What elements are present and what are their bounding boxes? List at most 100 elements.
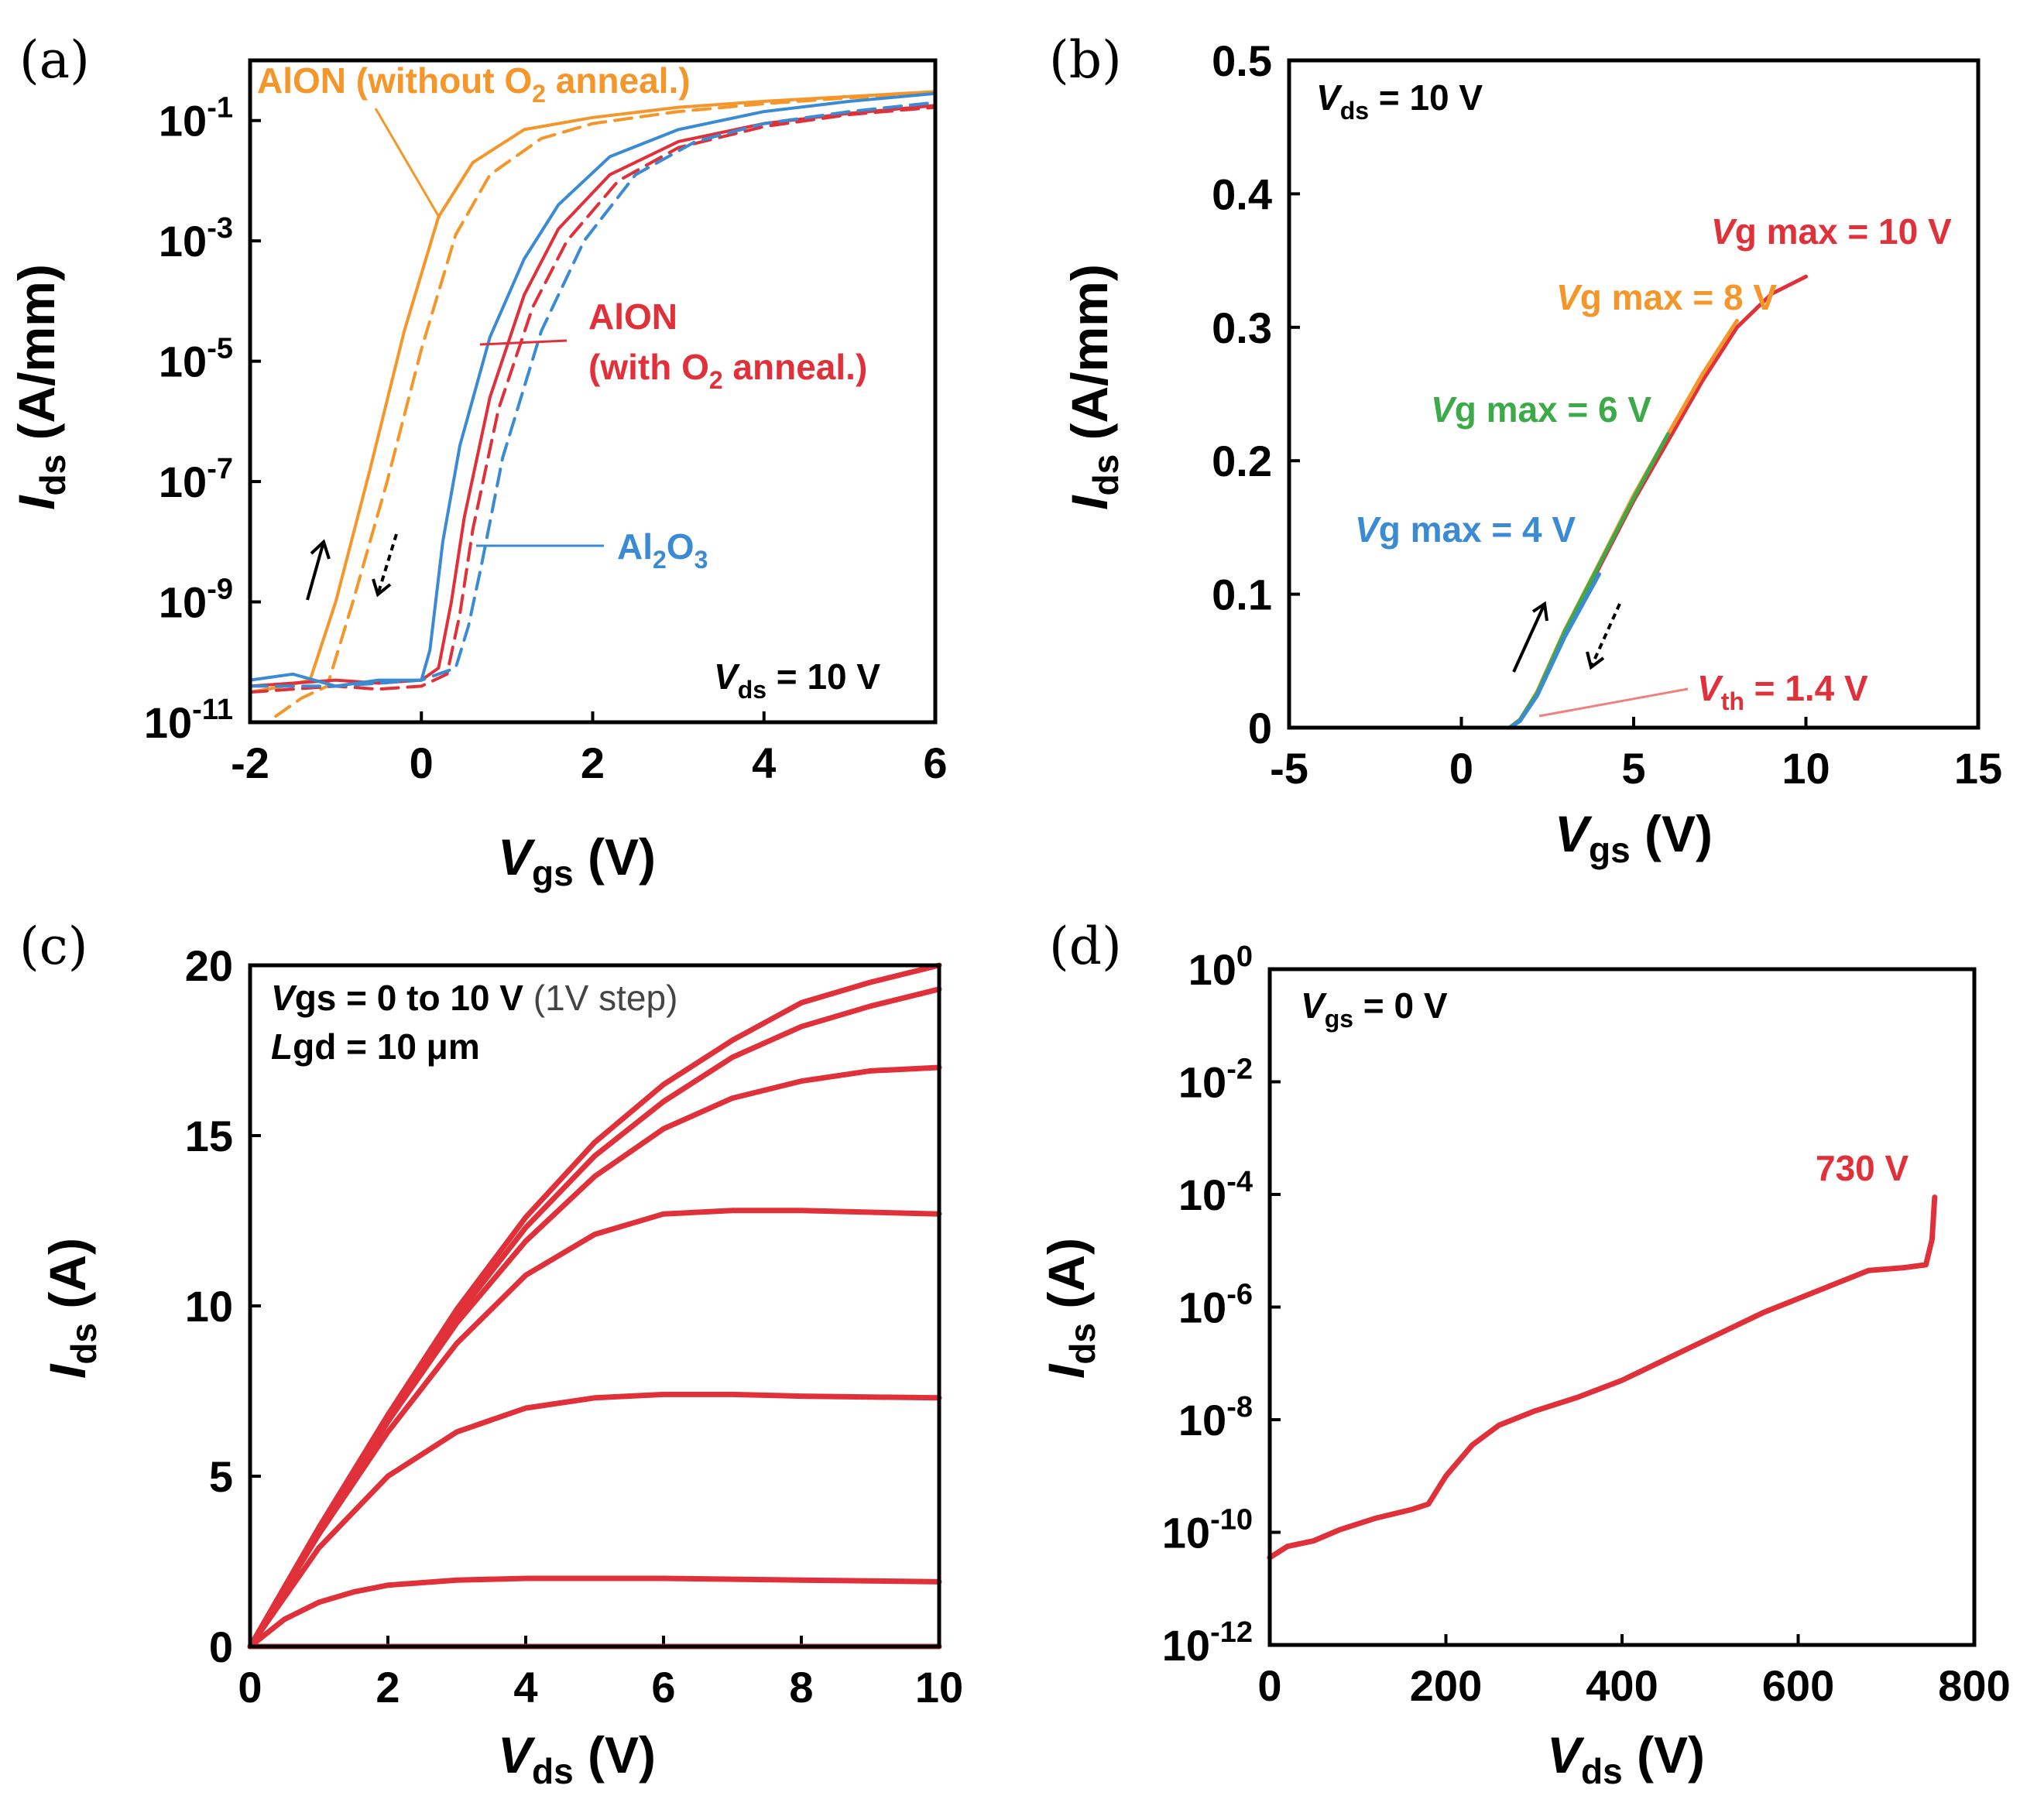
panel-a-plot-frame	[248, 58, 938, 725]
annot-c-lgd: Lgd = 10 μm	[271, 1026, 480, 1067]
series-line	[1356, 274, 1808, 730]
panel-c-xlabel: Vds (V)	[498, 1726, 656, 1791]
x-tick-label: 2	[581, 738, 605, 787]
y-tick-label: 10-9	[159, 574, 233, 627]
panel-c-plot-frame	[248, 963, 941, 1649]
annot-a-vds: Vds = 10 V	[714, 656, 880, 704]
y-tick-label: 10-3	[159, 212, 233, 266]
x-tick-label: 10	[915, 1663, 963, 1712]
series-line	[274, 91, 937, 718]
y-tick-label: 10-12	[1162, 1616, 1253, 1670]
leader-vth	[1538, 687, 1689, 718]
panel-b-ylabel: Ids (A/mm)	[1061, 264, 1126, 510]
series-line	[247, 1208, 942, 1650]
x-tick-label: 600	[1762, 1661, 1834, 1710]
panel-c: (c) 0 2 4 6 8 10 0 5 10 15 20 Ids (A) Vds (V) Vgs …	[19, 917, 963, 1791]
panel-d-plot-frame	[1267, 967, 1977, 1647]
series-line	[247, 1575, 942, 1650]
series-line	[249, 101, 937, 688]
x-tick-label: 0	[410, 738, 434, 787]
y-tick-label: 10-2	[1178, 1054, 1253, 1107]
x-tick-label: 4	[513, 1663, 537, 1712]
annot-vg6: Vg max = 6 V	[1431, 389, 1651, 430]
panel-a-curves	[249, 90, 937, 718]
y-tick-label: 10-4	[1178, 1166, 1253, 1219]
x-tick-label: 10	[1782, 744, 1830, 793]
panel-d-xlabel: Vds (V)	[1547, 1726, 1705, 1791]
annot-aion-without: AlON (without O2 anneal.)	[257, 60, 691, 108]
y-tick-label: 20	[185, 941, 233, 990]
panel-b-xlabel: Vgs (V)	[1555, 805, 1713, 870]
panel-a-label: (a)	[19, 30, 90, 90]
panel-c-label: (c)	[19, 917, 87, 976]
series-line	[247, 1391, 942, 1650]
annot-d-vgs: Vgs = 0 V	[1301, 985, 1448, 1033]
x-tick-label: 6	[923, 738, 947, 787]
series-line	[1356, 572, 1601, 730]
y-tick-label: 0	[209, 1623, 233, 1671]
y-tick-label: 0.5	[1212, 36, 1272, 85]
leader-aion-with	[479, 339, 568, 346]
x-tick-label: 0	[238, 1663, 262, 1712]
y-tick-label: 0	[1248, 704, 1272, 752]
x-tick-label: 0	[1449, 744, 1473, 793]
y-tick-label: 100	[1188, 941, 1253, 994]
x-tick-label: -2	[231, 738, 269, 787]
series-line	[1267, 1194, 1938, 1561]
annot-breakdown: 730 V	[1816, 1148, 1909, 1188]
x-tick-label: 4	[752, 738, 776, 787]
x-tick-label: 800	[1938, 1661, 2010, 1710]
y-tick-label: 10-1	[159, 92, 233, 146]
panel-a-ylabel: Ids (A/mm)	[8, 264, 73, 510]
panel-c-curves	[247, 962, 942, 1650]
panel-b-curves	[1356, 274, 1808, 730]
x-tick-label: 15	[1954, 744, 2002, 793]
annot-vth: Vth = 1.4 V	[1697, 668, 1868, 715]
series-line	[247, 986, 942, 1650]
annot-al2o3: Al2O3	[617, 526, 708, 574]
annot-c-vgs: Vgs = 0 to 10 V (1V step)	[271, 978, 677, 1018]
annot-vg8: Vg max = 8 V	[1556, 277, 1777, 317]
arrow-forward-sweep	[306, 539, 331, 601]
y-tick-label: 0.2	[1212, 437, 1272, 485]
annot-vg4: Vg max = 4 V	[1355, 509, 1576, 550]
annot-aion-with-line1: AlON	[588, 296, 677, 337]
y-tick-label: 10-8	[1178, 1391, 1253, 1444]
y-tick-label: 15	[185, 1112, 233, 1160]
series-line	[249, 104, 937, 688]
x-tick-label: 5	[1621, 744, 1645, 793]
y-tick-label: 10-7	[159, 453, 233, 506]
panel-a: (a) -2 0 2 4 6 10-1 10-3 10-5 10-7 10-9 10-11 Ids …	[8, 30, 948, 893]
y-tick-label: 10-5	[159, 333, 233, 386]
x-tick-label: 2	[376, 1663, 400, 1712]
panel-d-label: (d)	[1049, 917, 1122, 976]
annot-b-vds: Vds = 10 V	[1316, 77, 1483, 125]
y-tick-label: 10-6	[1178, 1279, 1253, 1332]
panel-c-ylabel: Ids (A)	[39, 1238, 104, 1379]
series-line	[249, 90, 937, 694]
y-tick-label: 5	[209, 1452, 233, 1501]
panel-d-curves	[1267, 1194, 1938, 1561]
series-line	[247, 962, 942, 1650]
y-tick-label: 10-10	[1162, 1504, 1253, 1557]
x-tick-label: 400	[1586, 1661, 1658, 1710]
x-tick-label: 8	[789, 1663, 813, 1712]
arrow-b-reverse-sweep	[1586, 603, 1621, 670]
arrow-b-forward-sweep	[1512, 601, 1548, 673]
x-tick-label: 0	[1257, 1661, 1281, 1710]
annot-aion-with-line2: (with O2 anneal.)	[588, 347, 867, 394]
panel-d: (d) 0 200 400 600 800 100 10-2 10-4 10-6 10-8 10-1…	[1037, 917, 2011, 1791]
panel-d-ylabel: Ids (A)	[1037, 1238, 1103, 1379]
y-tick-label: 10-11	[144, 694, 233, 747]
x-tick-label: 6	[651, 1663, 675, 1712]
leader-aion-without	[374, 108, 441, 219]
panel-b-label: (b)	[1049, 30, 1122, 90]
x-tick-label: -5	[1270, 744, 1308, 793]
x-tick-label: 200	[1410, 1661, 1482, 1710]
series-line	[249, 91, 937, 688]
y-tick-label: 0.3	[1212, 303, 1272, 352]
annot-vg10: Vg max = 10 V	[1711, 211, 1952, 252]
